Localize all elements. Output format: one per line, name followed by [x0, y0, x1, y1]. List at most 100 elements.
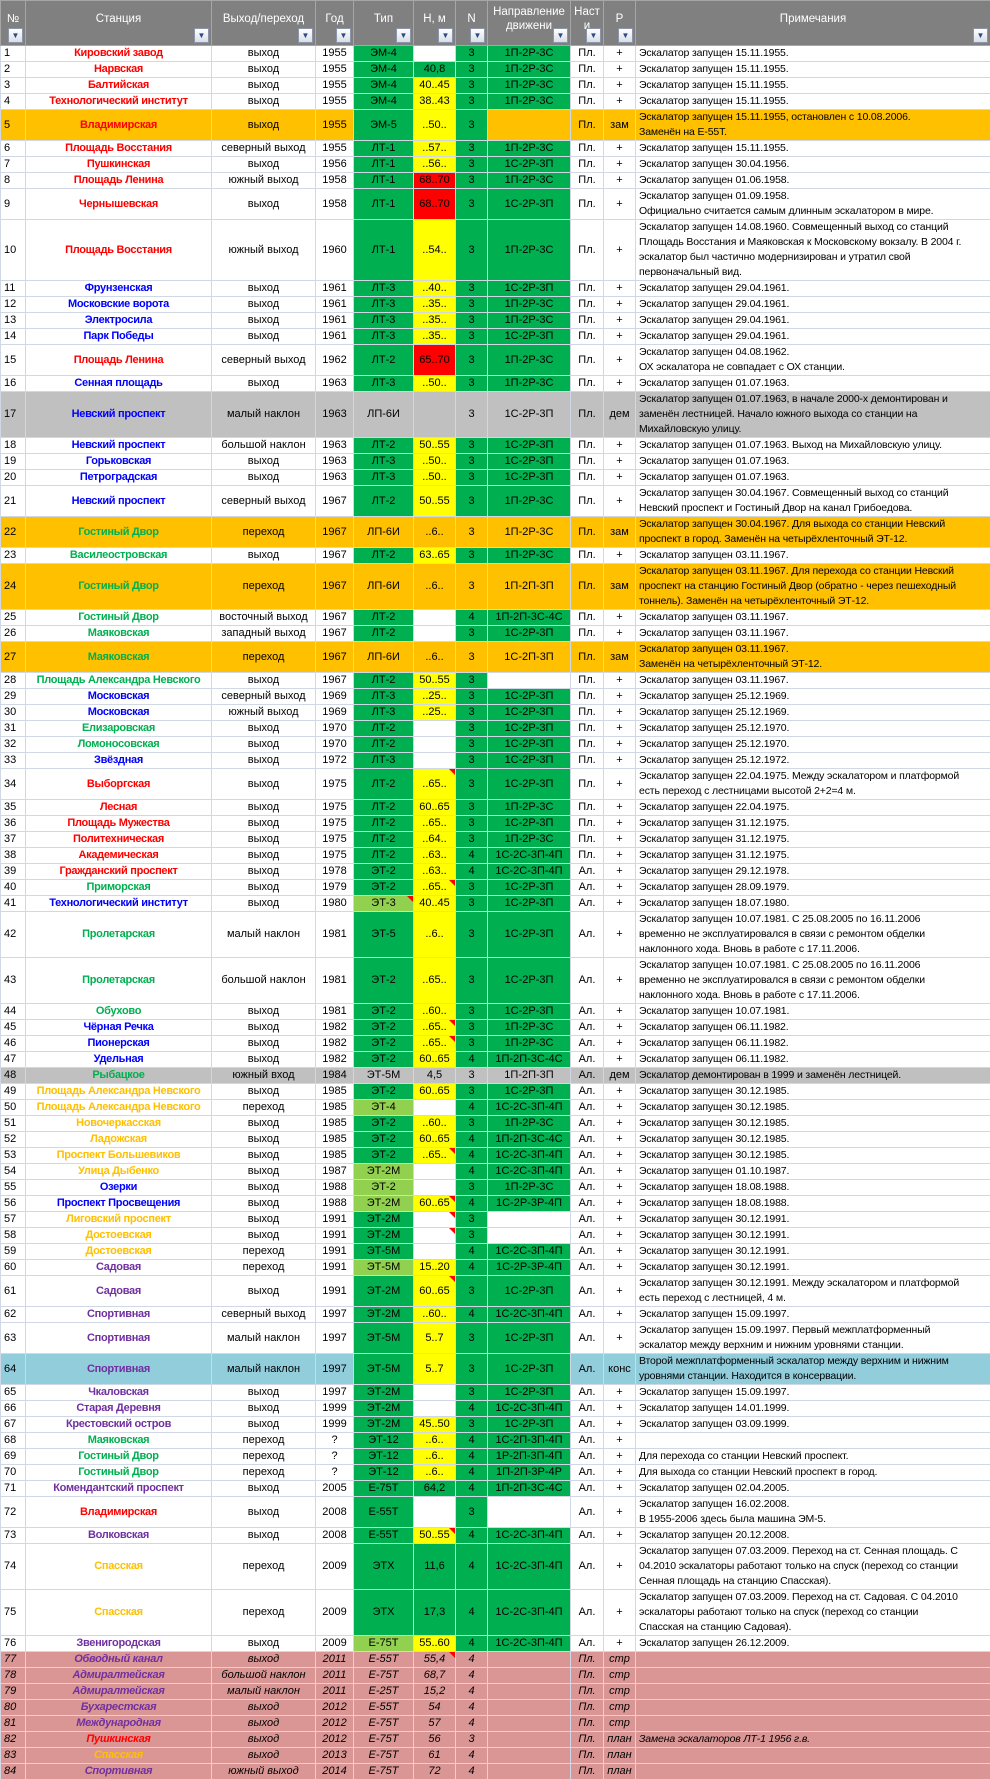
row-number-cell[interactable]: 41: [1, 896, 26, 912]
belt-count-cell[interactable]: 3: [456, 769, 488, 800]
row-number-cell[interactable]: 33: [1, 753, 26, 769]
escalator-type-cell[interactable]: ЛТ-3: [354, 705, 414, 721]
direction-cell[interactable]: 1С-2Р-3П: [488, 1004, 571, 1020]
station-name-cell[interactable]: Бухарестская: [26, 1700, 212, 1716]
status-cell[interactable]: дем: [604, 392, 636, 438]
exit-type-cell[interactable]: переход: [212, 1544, 316, 1590]
exit-type-cell[interactable]: северный выход: [212, 486, 316, 517]
row-number-cell[interactable]: 37: [1, 832, 26, 848]
belt-count-cell[interactable]: 3: [456, 470, 488, 486]
belt-count-cell[interactable]: 3: [456, 1354, 488, 1385]
exit-type-cell[interactable]: переход: [212, 1260, 316, 1276]
height-m-cell[interactable]: 68,7: [414, 1668, 456, 1684]
exit-type-cell[interactable]: выход: [212, 313, 316, 329]
year-cell[interactable]: 1961: [316, 329, 354, 345]
platform-type-cell[interactable]: Пл.: [571, 642, 604, 673]
exit-type-cell[interactable]: выход: [212, 1084, 316, 1100]
escalator-type-cell[interactable]: ЭТ-2М: [354, 1212, 414, 1228]
direction-cell[interactable]: 1С-2Р-3Р-4П: [488, 1196, 571, 1212]
year-cell[interactable]: 1969: [316, 689, 354, 705]
escalator-type-cell[interactable]: ЛП-6И: [354, 642, 414, 673]
note-cell[interactable]: Эскалатор запущен 01.07.1963.: [636, 376, 990, 392]
station-name-cell[interactable]: Обухово: [26, 1004, 212, 1020]
note-cell[interactable]: Эскалатор запущен 29.04.1961.: [636, 281, 990, 297]
note-cell[interactable]: [636, 1433, 990, 1449]
status-cell[interactable]: стр: [604, 1684, 636, 1700]
year-cell[interactable]: 1955: [316, 46, 354, 62]
year-cell[interactable]: 1975: [316, 800, 354, 816]
row-number-cell[interactable]: 48: [1, 1068, 26, 1084]
platform-type-cell[interactable]: Ал.: [571, 864, 604, 880]
status-cell[interactable]: +: [604, 141, 636, 157]
escalator-type-cell[interactable]: ЭМ-5: [354, 110, 414, 141]
row-number-cell[interactable]: 26: [1, 626, 26, 642]
exit-type-cell[interactable]: северный выход: [212, 1307, 316, 1323]
exit-type-cell[interactable]: южный выход: [212, 220, 316, 281]
station-name-cell[interactable]: Рыбацкое: [26, 1068, 212, 1084]
escalator-type-cell[interactable]: ЭТ-5М: [354, 1068, 414, 1084]
height-m-cell[interactable]: ..35..: [414, 329, 456, 345]
height-m-cell[interactable]: 56: [414, 1732, 456, 1748]
station-name-cell[interactable]: Чкаловская: [26, 1385, 212, 1401]
status-cell[interactable]: +: [604, 1385, 636, 1401]
height-m-cell[interactable]: 40..45: [414, 78, 456, 94]
year-cell[interactable]: 2009: [316, 1590, 354, 1636]
row-number-cell[interactable]: 66: [1, 1401, 26, 1417]
direction-cell[interactable]: 1П-2Р-3С: [488, 345, 571, 376]
platform-type-cell[interactable]: Ал.: [571, 1020, 604, 1036]
exit-type-cell[interactable]: выход: [212, 1132, 316, 1148]
year-cell[interactable]: 1958: [316, 173, 354, 189]
direction-cell[interactable]: 1С-2Р-3П: [488, 329, 571, 345]
year-cell[interactable]: 1987: [316, 1164, 354, 1180]
status-cell[interactable]: стр: [604, 1700, 636, 1716]
exit-type-cell[interactable]: выход: [212, 189, 316, 220]
direction-cell[interactable]: 1П-2Р-3С: [488, 800, 571, 816]
row-number-cell[interactable]: 53: [1, 1148, 26, 1164]
station-name-cell[interactable]: Владимирская: [26, 1497, 212, 1528]
row-number-cell[interactable]: 83: [1, 1748, 26, 1764]
status-cell[interactable]: +: [604, 1228, 636, 1244]
exit-type-cell[interactable]: выход: [212, 548, 316, 564]
height-m-cell[interactable]: ..57..: [414, 141, 456, 157]
direction-cell[interactable]: 1С-2П-3П: [488, 642, 571, 673]
year-cell[interactable]: 1967: [316, 564, 354, 610]
note-cell[interactable]: Эскалатор запущен 30.12.1985.: [636, 1100, 990, 1116]
row-number-cell[interactable]: 78: [1, 1668, 26, 1684]
station-name-cell[interactable]: Московские ворота: [26, 297, 212, 313]
height-m-cell[interactable]: 15..20: [414, 1260, 456, 1276]
platform-type-cell[interactable]: Ал.: [571, 1004, 604, 1020]
exit-type-cell[interactable]: выход: [212, 1401, 316, 1417]
row-number-cell[interactable]: 3: [1, 78, 26, 94]
direction-cell[interactable]: 1С-2Р-3П: [488, 470, 571, 486]
direction-cell[interactable]: 1С-2Р-3П: [488, 1354, 571, 1385]
escalator-type-cell[interactable]: ЛТ-2: [354, 737, 414, 753]
status-cell[interactable]: +: [604, 832, 636, 848]
station-name-cell[interactable]: Чернышевская: [26, 189, 212, 220]
platform-type-cell[interactable]: Пл.: [571, 1732, 604, 1748]
escalator-type-cell[interactable]: ЭМ-4: [354, 94, 414, 110]
row-number-cell[interactable]: 61: [1, 1276, 26, 1307]
status-cell[interactable]: +: [604, 912, 636, 958]
row-number-cell[interactable]: 32: [1, 737, 26, 753]
station-name-cell[interactable]: Гостиный Двор: [26, 1465, 212, 1481]
note-cell[interactable]: Эскалатор запущен 15.09.1997. Первый меж…: [636, 1323, 990, 1354]
note-cell[interactable]: Эскалатор запущен 25.12.1970.: [636, 721, 990, 737]
year-cell[interactable]: 2014: [316, 1764, 354, 1780]
note-cell[interactable]: Эскалатор запущен 03.11.1967.: [636, 610, 990, 626]
height-m-cell[interactable]: ..35..: [414, 313, 456, 329]
platform-type-cell[interactable]: Пл.: [571, 705, 604, 721]
note-cell[interactable]: Эскалатор запущен 30.04.1967. Совмещенны…: [636, 486, 990, 517]
height-m-cell[interactable]: [414, 626, 456, 642]
direction-cell[interactable]: 1С-2Р-3П: [488, 721, 571, 737]
direction-cell[interactable]: 1П-2П-3С-4С: [488, 1132, 571, 1148]
year-cell[interactable]: 1991: [316, 1276, 354, 1307]
row-number-cell[interactable]: 50: [1, 1100, 26, 1116]
belt-count-cell[interactable]: 3: [456, 329, 488, 345]
station-name-cell[interactable]: Московская: [26, 689, 212, 705]
note-cell[interactable]: Эскалатор запущен 15.11.1955, остановлен…: [636, 110, 990, 141]
platform-type-cell[interactable]: Ал.: [571, 1307, 604, 1323]
year-cell[interactable]: 2012: [316, 1716, 354, 1732]
platform-type-cell[interactable]: Ал.: [571, 1636, 604, 1652]
platform-type-cell[interactable]: Ал.: [571, 1196, 604, 1212]
status-cell[interactable]: +: [604, 486, 636, 517]
